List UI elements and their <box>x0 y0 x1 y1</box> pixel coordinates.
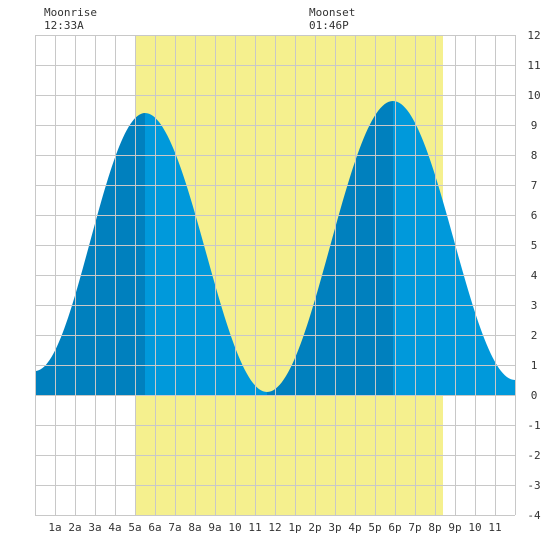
x-tick-label: 6p <box>388 521 401 534</box>
x-tick-label: 3a <box>88 521 101 534</box>
y-tick-label: 8 <box>531 149 538 162</box>
x-tick-label: 5p <box>368 521 381 534</box>
y-tick-label: 1 <box>531 359 538 372</box>
x-tick-label: 10 <box>228 521 241 534</box>
y-tick-label: 4 <box>531 269 538 282</box>
moonset-time: 01:46P <box>309 19 349 32</box>
x-tick-label: 11 <box>488 521 501 534</box>
tide-falling-area <box>393 101 515 395</box>
x-tick-label: 8p <box>428 521 441 534</box>
moonrise-time: 12:33A <box>44 19 84 32</box>
y-tick-label: -3 <box>527 479 540 492</box>
tide-rising-area <box>267 101 393 395</box>
tide-rising-area <box>35 113 145 395</box>
x-tick-label: 8a <box>188 521 201 534</box>
x-tick-label: 1p <box>288 521 301 534</box>
x-tick-label: 6a <box>148 521 161 534</box>
x-tick-label: 7p <box>408 521 421 534</box>
y-tick-label: 6 <box>531 209 538 222</box>
y-tick-label: 12 <box>527 29 540 42</box>
x-tick-label: 9a <box>208 521 221 534</box>
moonset-label: Moonset <box>309 6 355 19</box>
x-tick-label: 4p <box>348 521 361 534</box>
y-tick-label: -2 <box>527 449 540 462</box>
y-tick-label: 7 <box>531 179 538 192</box>
x-tick-label: 4a <box>108 521 121 534</box>
y-tick-label: 9 <box>531 119 538 132</box>
y-tick-label: 10 <box>527 89 540 102</box>
moonrise-label: Moonrise <box>44 6 97 19</box>
y-tick-label: 2 <box>531 329 538 342</box>
y-tick-label: 0 <box>531 389 538 402</box>
y-tick-label: -4 <box>527 509 541 522</box>
y-tick-label: 5 <box>531 239 538 252</box>
x-tick-label: 1a <box>48 521 61 534</box>
y-tick-label: -1 <box>527 419 540 432</box>
x-tick-label: 2a <box>68 521 81 534</box>
x-tick-label: 10 <box>468 521 481 534</box>
x-tick-label: 5a <box>128 521 141 534</box>
x-tick-label: 11 <box>248 521 261 534</box>
y-tick-label: 3 <box>531 299 538 312</box>
x-tick-label: 9p <box>448 521 461 534</box>
x-tick-label: 7a <box>168 521 181 534</box>
y-tick-label: 11 <box>527 59 540 72</box>
x-tick-label: 3p <box>328 521 341 534</box>
x-tick-label: 12 <box>268 521 281 534</box>
x-tick-label: 2p <box>308 521 321 534</box>
